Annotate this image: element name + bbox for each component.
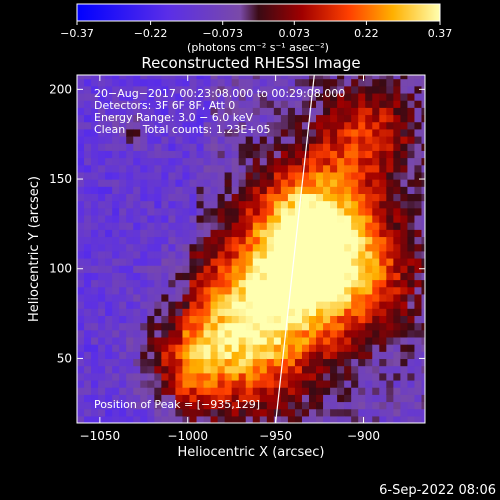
x-axis: −1050 −1000 −950 −900 — [80, 75, 380, 443]
annotation-detectors: Detectors: 3F 6F 8F, Att 0 — [94, 99, 235, 112]
x-tick-label: −900 — [347, 429, 380, 443]
render-timestamp: 6-Sep-2022 08:06 — [379, 483, 496, 498]
annotation-energy-range: Energy Range: 3.0 − 6.0 keV — [94, 111, 254, 124]
colorbar-tick-label: −0.073 — [202, 27, 243, 40]
annotation-time-range: 20−Aug−2017 00:23:08.000 to 00:29:08.000 — [94, 87, 345, 100]
x-axis-label: Heliocentric X (arcsec) — [178, 445, 325, 460]
colorbar-tick-label: 0.37 — [428, 27, 453, 40]
y-axis-label: Heliocentric Y (arcsec) — [27, 176, 42, 322]
colorbar-unit-label: (photons cm⁻² s⁻¹ asec⁻²) — [187, 41, 329, 54]
colorbar-tick-label: −0.37 — [60, 27, 94, 40]
y-tick-label: 150 — [49, 172, 72, 186]
colorbar-tick-label: 0.22 — [354, 27, 379, 40]
y-tick-label: 200 — [49, 82, 72, 96]
colorbar-ticks: −0.37 −0.22 −0.073 0.073 0.22 0.37 — [60, 21, 452, 40]
colorbar-frame — [76, 3, 441, 22]
y-tick-label: 50 — [57, 351, 72, 365]
colorbar — [77, 4, 440, 21]
x-tick-label: −950 — [259, 429, 292, 443]
y-axis: 50 100 150 200 — [49, 82, 425, 365]
plot-frame — [76, 74, 426, 424]
colorbar-tick-label: 0.073 — [279, 27, 311, 40]
x-tick-label: −1050 — [80, 429, 121, 443]
y-tick-label: 100 — [49, 262, 72, 276]
peak-position-label: Position of Peak = [−935,129] — [94, 398, 260, 411]
annotation-clean-counts: Clean Total counts: 1.23E+05 — [94, 123, 271, 136]
limb-line — [275, 75, 315, 423]
x-tick-label: −1000 — [167, 429, 208, 443]
colorbar-tick-label: −0.22 — [134, 27, 168, 40]
chart-title: Reconstructed RHESSI Image — [141, 54, 360, 72]
